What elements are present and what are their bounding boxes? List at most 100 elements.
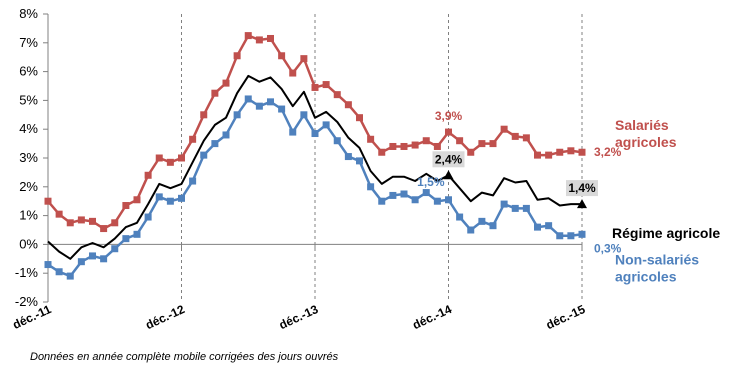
- data-point: [133, 230, 141, 238]
- data-point: [534, 151, 541, 159]
- data-point: [278, 105, 286, 113]
- data-point: [344, 153, 352, 161]
- y-tick-label: 0%: [19, 236, 38, 251]
- data-point: [567, 232, 575, 240]
- data-point: [200, 151, 208, 159]
- data-point: [44, 261, 52, 269]
- data-point: [467, 148, 475, 156]
- y-tick-label: 5%: [19, 92, 38, 107]
- x-tick-label: déc.-14: [410, 302, 454, 332]
- grid-layer: [181, 14, 583, 302]
- data-point: [55, 268, 63, 276]
- series-line: [47, 74, 582, 260]
- data-point: [289, 69, 297, 77]
- data-point: [178, 194, 185, 202]
- data-point: [500, 125, 508, 133]
- data-point: [400, 142, 408, 150]
- data-point: [300, 55, 308, 63]
- data-point: [422, 189, 430, 197]
- data-point: [578, 148, 586, 156]
- data-point: [456, 213, 464, 221]
- data-point: [445, 196, 452, 204]
- data-point: [155, 154, 163, 162]
- series-layer: [44, 32, 587, 280]
- y-tick-label: -1%: [15, 265, 39, 280]
- label-layer: 3,9%2,4%1,5%3,2%1,4%0,3%Salariésagricole…: [30, 109, 720, 363]
- data-point: [122, 202, 130, 210]
- data-point: [534, 223, 541, 231]
- footnote: Données en année complète mobile corrigé…: [30, 351, 339, 363]
- data-point: [489, 222, 497, 230]
- series-name-label: Salariés: [615, 117, 669, 133]
- data-point: [267, 98, 274, 106]
- data-point: [411, 141, 419, 149]
- data-point: [244, 32, 252, 40]
- data-point: [311, 83, 319, 91]
- annotation-label: 3,9%: [435, 109, 463, 123]
- data-point: [122, 235, 130, 243]
- data-point: [456, 137, 464, 145]
- data-point: [166, 158, 174, 166]
- data-point: [211, 89, 219, 97]
- annotation-box: [432, 151, 465, 168]
- data-point: [144, 171, 152, 179]
- y-tick-label: 7%: [19, 35, 38, 50]
- data-point: [166, 197, 174, 205]
- data-point: [389, 142, 397, 150]
- data-point: [189, 135, 197, 143]
- data-point: [433, 142, 441, 150]
- data-point: [478, 140, 486, 148]
- data-point: [567, 147, 575, 155]
- data-point: [556, 232, 564, 240]
- data-point: [233, 111, 241, 119]
- data-point: [411, 196, 419, 204]
- data-point: [211, 140, 219, 148]
- highlight-marker: [443, 170, 454, 180]
- data-point: [378, 197, 386, 205]
- data-point: [278, 52, 286, 60]
- data-point: [55, 210, 63, 218]
- annotation-label: 2,4%: [435, 152, 463, 166]
- data-point: [389, 191, 397, 199]
- data-point: [356, 157, 363, 165]
- data-point: [322, 81, 330, 89]
- x-tick-label: déc.-13: [277, 302, 321, 332]
- data-point: [445, 128, 452, 136]
- data-point: [367, 183, 375, 191]
- data-point: [333, 91, 341, 99]
- data-point: [356, 114, 363, 122]
- y-tick-label: -2%: [15, 294, 39, 309]
- data-point: [300, 111, 308, 119]
- annotation-label: 1,5%: [417, 175, 445, 189]
- data-point: [400, 190, 408, 198]
- y-tick-label: 1%: [19, 208, 38, 223]
- data-point: [77, 258, 85, 266]
- data-point: [556, 148, 564, 156]
- y-tick-label: 6%: [19, 64, 38, 79]
- annotation-label: 3,2%: [594, 145, 622, 159]
- data-point: [333, 137, 341, 145]
- y-tick-label: 3%: [19, 150, 38, 165]
- annotation-label: 1,4%: [568, 181, 596, 195]
- data-point: [467, 226, 475, 234]
- data-point: [89, 217, 96, 225]
- axis-layer: 8%7%6%5%4%3%2%1%0%-1%-2%déc.-11 déc.-12 dé…: [10, 6, 587, 332]
- data-point: [500, 200, 508, 208]
- data-point: [100, 225, 108, 233]
- data-point: [489, 140, 497, 148]
- data-point: [344, 101, 352, 109]
- data-point: [522, 134, 530, 142]
- data-point: [222, 79, 230, 87]
- data-point: [200, 111, 208, 119]
- data-point: [77, 216, 85, 224]
- y-tick-label: 4%: [19, 121, 38, 136]
- data-point: [44, 197, 52, 205]
- series-name-label: Non-salariés: [615, 251, 699, 267]
- data-point: [244, 95, 252, 103]
- x-tick-label: déc.-12: [143, 302, 187, 332]
- data-point: [267, 34, 274, 42]
- y-tick-label: 8%: [19, 6, 38, 21]
- data-point: [111, 245, 119, 253]
